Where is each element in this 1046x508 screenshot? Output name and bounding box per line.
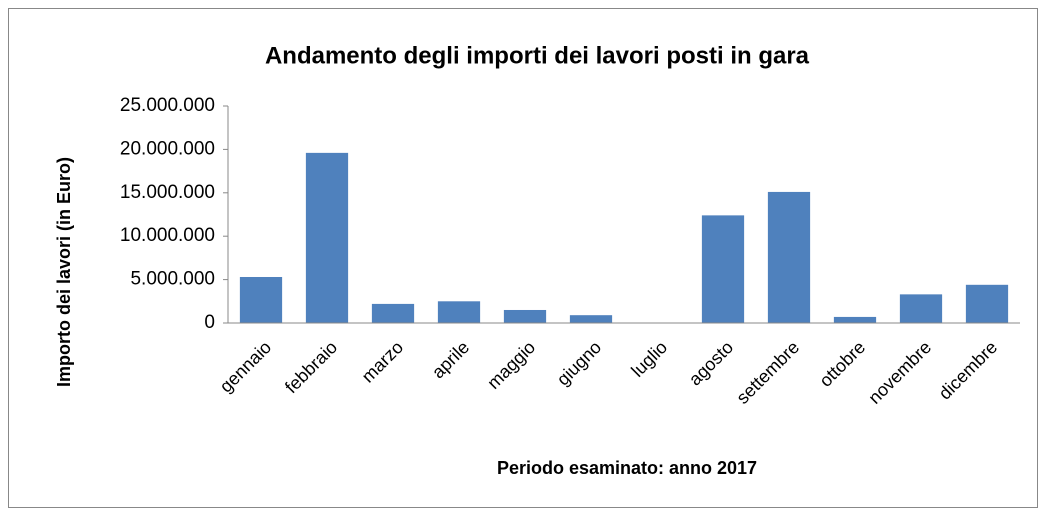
- y-tick-label: 20.000.000: [120, 138, 215, 159]
- bar: [239, 276, 283, 323]
- y-axis-label: Importo dei lavori (in Euro): [54, 157, 74, 387]
- bar: [899, 294, 943, 323]
- chart-frame: [8, 8, 1038, 508]
- bar: [371, 303, 415, 323]
- bar: [569, 315, 613, 323]
- bar: [305, 152, 349, 323]
- bar: [965, 284, 1009, 323]
- chart-title: Andamento degli importi dei lavori posti…: [265, 42, 810, 69]
- bar: [437, 301, 481, 323]
- y-tick-label: 25.000.000: [120, 95, 215, 116]
- y-tick-label: 0: [204, 312, 215, 333]
- bar: [701, 215, 745, 323]
- bar: [503, 309, 547, 323]
- y-tick-label: 15.000.000: [120, 182, 215, 203]
- x-axis-label: Periodo esaminato: anno 2017: [497, 458, 757, 478]
- y-tick-label: 10.000.000: [120, 225, 215, 246]
- y-tick-label: 5.000.000: [130, 269, 215, 290]
- bar: [767, 191, 811, 323]
- bar: [833, 316, 877, 323]
